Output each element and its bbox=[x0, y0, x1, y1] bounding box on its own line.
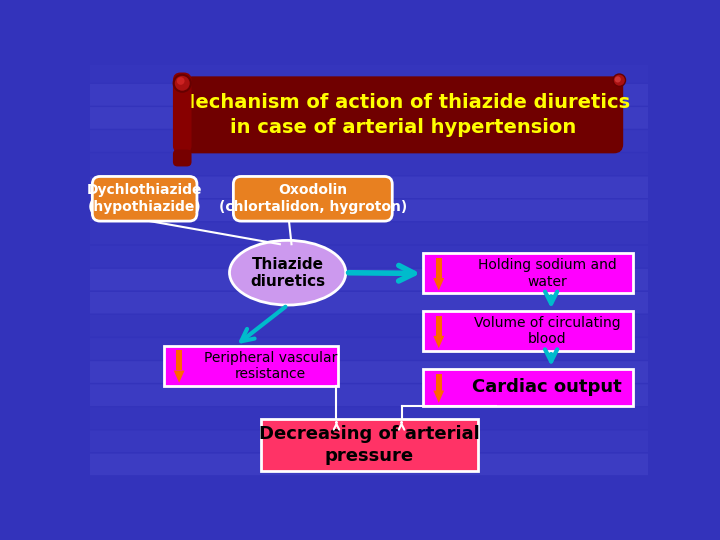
FancyBboxPatch shape bbox=[183, 76, 624, 153]
Bar bbox=[436, 316, 442, 336]
Text: Mechanism of action of thiazide diuretics
in case of arterial hypertension: Mechanism of action of thiazide diuretic… bbox=[176, 93, 630, 137]
Text: Dychlothiazide
(hypothiazide): Dychlothiazide (hypothiazide) bbox=[87, 183, 202, 214]
Polygon shape bbox=[433, 278, 444, 291]
Bar bbox=[261, 419, 477, 471]
FancyBboxPatch shape bbox=[86, 177, 652, 198]
Polygon shape bbox=[174, 370, 184, 383]
Bar bbox=[436, 258, 442, 278]
Text: Oxodolin
(chlortalidon, hygroton): Oxodolin (chlortalidon, hygroton) bbox=[219, 183, 407, 214]
FancyBboxPatch shape bbox=[86, 430, 652, 452]
Bar bbox=[423, 311, 632, 351]
Ellipse shape bbox=[230, 240, 346, 305]
Polygon shape bbox=[433, 390, 444, 403]
Text: Thiazide
diuretics: Thiazide diuretics bbox=[250, 256, 325, 289]
Circle shape bbox=[174, 75, 191, 92]
Bar bbox=[163, 346, 338, 386]
Text: Peripheral vascular
resistance: Peripheral vascular resistance bbox=[204, 351, 337, 381]
Polygon shape bbox=[433, 336, 444, 348]
Text: Decreasing of arterial
pressure: Decreasing of arterial pressure bbox=[258, 425, 480, 465]
FancyBboxPatch shape bbox=[86, 200, 652, 221]
Bar bbox=[423, 253, 632, 294]
Circle shape bbox=[613, 74, 626, 86]
Bar bbox=[176, 350, 182, 370]
FancyBboxPatch shape bbox=[86, 292, 652, 314]
FancyBboxPatch shape bbox=[86, 384, 652, 406]
Circle shape bbox=[177, 77, 184, 85]
FancyBboxPatch shape bbox=[233, 177, 392, 221]
FancyBboxPatch shape bbox=[173, 72, 192, 153]
Circle shape bbox=[615, 76, 621, 83]
Bar bbox=[423, 369, 632, 406]
FancyBboxPatch shape bbox=[86, 338, 652, 360]
Bar bbox=[436, 374, 442, 390]
Text: Volume of circulating
blood: Volume of circulating blood bbox=[474, 316, 621, 346]
FancyBboxPatch shape bbox=[86, 84, 652, 106]
Text: Cardiac output: Cardiac output bbox=[472, 379, 622, 396]
FancyBboxPatch shape bbox=[173, 150, 192, 166]
FancyBboxPatch shape bbox=[86, 107, 652, 129]
FancyBboxPatch shape bbox=[86, 454, 652, 475]
FancyBboxPatch shape bbox=[86, 269, 652, 291]
FancyBboxPatch shape bbox=[86, 361, 652, 383]
FancyBboxPatch shape bbox=[92, 177, 197, 221]
Text: Holding sodium and
water: Holding sodium and water bbox=[478, 258, 616, 288]
FancyBboxPatch shape bbox=[86, 130, 652, 152]
